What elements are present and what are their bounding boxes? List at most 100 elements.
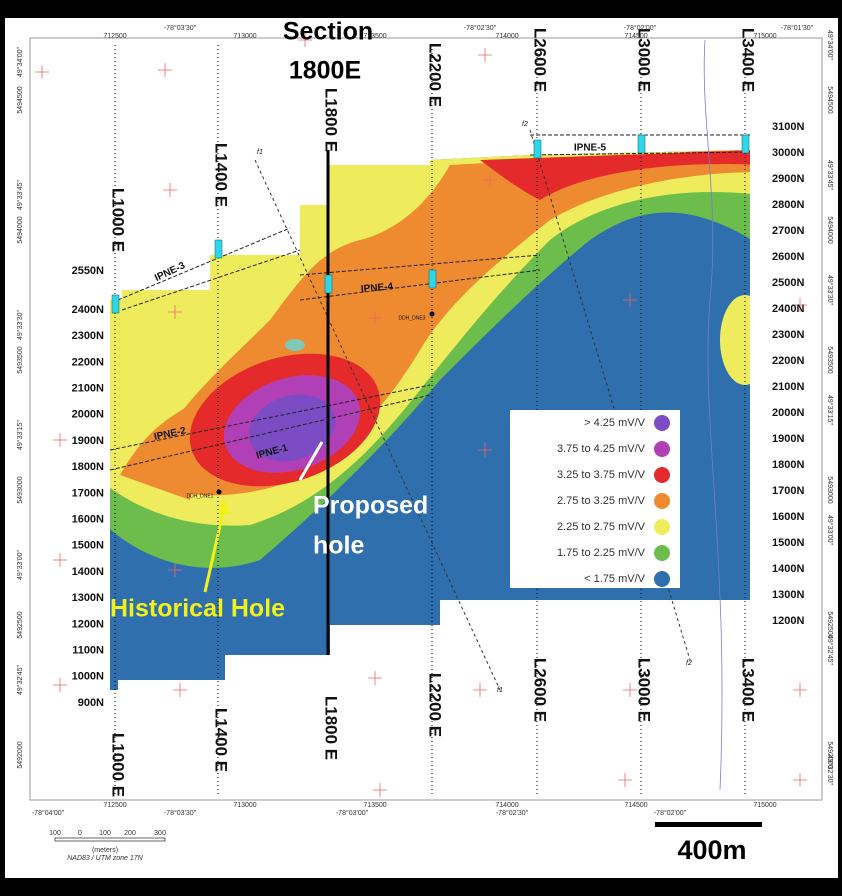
northing-right: 2200N	[772, 355, 804, 367]
title: 1800E	[289, 57, 361, 85]
ip-marker	[111, 294, 120, 314]
band-patch	[720, 295, 750, 385]
ip-marker	[637, 134, 646, 154]
latitude: 5494500	[17, 86, 24, 113]
grid-cross	[623, 683, 637, 697]
legend-swatch	[654, 545, 670, 561]
grid-cross	[793, 298, 807, 312]
creek	[703, 39, 723, 791]
anomaly-line	[299, 254, 541, 301]
northing-left: 2550N	[72, 265, 104, 277]
northing-right: 1700N	[772, 485, 804, 497]
fault-label: f2	[686, 660, 692, 667]
northing-right: 1300N	[772, 589, 804, 601]
latitude: 49°34'00"	[826, 30, 834, 60]
latitude: 49°33'00"	[826, 515, 834, 545]
legend-label: 2.75 to 3.25 mV/V	[557, 495, 646, 507]
scale-label: 400m	[677, 835, 746, 865]
latitude: 49°34'00"	[16, 46, 24, 76]
longitude: -78°03'00"	[336, 809, 369, 817]
latitude: 5493500	[17, 346, 24, 373]
hole-label: DDH_DNE1	[187, 493, 214, 499]
scale-tick: 0	[78, 830, 82, 837]
band-patch	[285, 339, 305, 351]
northing-left: 900N	[78, 697, 104, 709]
northing-left: 1800N	[72, 461, 104, 473]
labels: L1000 E L1000 E L1400 E L1400 E L1800 E L1800…	[16, 18, 834, 866]
anomaly-line	[109, 384, 431, 471]
anomaly-label: IPNE-5	[574, 143, 607, 154]
scale-tick: 100	[99, 830, 111, 837]
grid-cross	[53, 553, 67, 567]
latitude: 5494000	[17, 216, 24, 243]
longitude: -78°02'00"	[624, 24, 657, 32]
northing-left: 1700N	[72, 487, 104, 499]
latitude: 49°33'45"	[16, 179, 24, 209]
grid-cross	[35, 65, 49, 79]
grid-cross	[483, 173, 497, 187]
legend-box	[510, 410, 680, 588]
grid-cross	[618, 773, 632, 787]
longitude: -78°03'30"	[164, 24, 197, 32]
ip-marker	[214, 239, 223, 259]
grid-cross	[368, 311, 382, 325]
line-label-top: L1000 E	[109, 188, 128, 252]
latitude: 5494500	[826, 86, 833, 113]
northing-right: 3100N	[772, 121, 804, 133]
longitude: -78°01'30"	[781, 24, 814, 32]
fault-line	[529, 129, 691, 661]
latitude: 49°33'15"	[16, 419, 24, 449]
latitude: 5493000	[826, 476, 833, 503]
easting: 713000	[233, 33, 256, 40]
latitude: 5492500	[826, 611, 833, 638]
longitude: -78°02'30"	[496, 809, 529, 817]
hole-collar	[216, 489, 222, 495]
scale-unit: (meters)	[92, 847, 118, 854]
northing-left: 2100N	[72, 383, 104, 395]
band-4-25	[249, 394, 335, 462]
easting: 715000	[753, 802, 776, 809]
northing-right: 1600N	[772, 511, 804, 523]
latitude: 49°32'45"	[826, 635, 834, 665]
legend-label: > 4.25 mV/V	[584, 417, 646, 429]
easting: 712500	[103, 802, 126, 809]
grid-cross	[368, 671, 382, 685]
grid-cross	[173, 683, 187, 697]
northing-left: 2200N	[72, 356, 104, 368]
title: Section	[283, 18, 373, 46]
latitude: 49°33'00"	[16, 549, 24, 579]
fault-label: f1	[497, 687, 503, 694]
line-label-top: L3400 E	[739, 28, 758, 92]
scale-bar-400m	[655, 822, 762, 827]
grid-cross	[298, 33, 312, 47]
ip-marker	[741, 134, 750, 154]
grid-cross	[163, 183, 177, 197]
grid-cross	[373, 783, 387, 797]
grid-cross	[623, 293, 637, 307]
annotation-proposed: hole	[313, 532, 364, 560]
historical-pointer	[203, 507, 226, 593]
northing-right: 1800N	[772, 459, 804, 471]
longitude: -78°02'30"	[464, 24, 497, 32]
northing-right: 1200N	[772, 615, 804, 627]
annotation-proposed: Proposed	[313, 492, 428, 520]
legend-label: < 1.75 mV/V	[584, 573, 646, 585]
legend-label: 2.25 to 2.75 mV/V	[557, 521, 646, 533]
ip-marker	[533, 139, 542, 159]
band-2-75-b	[120, 400, 200, 500]
northing-right: 2600N	[772, 251, 804, 263]
northing-left: 1400N	[72, 566, 104, 578]
line-label-bottom: L2600 E	[531, 658, 550, 722]
latitude: 5493500	[826, 346, 833, 373]
legend-swatch	[654, 493, 670, 509]
northing-left: 1000N	[72, 671, 104, 683]
northing-left: 2400N	[72, 304, 104, 316]
easting: 712500	[103, 33, 126, 40]
grid-cross	[158, 63, 172, 77]
longitude: -78°04'00"	[32, 809, 65, 817]
line-label-bottom: L2200 E	[426, 673, 445, 737]
easting: 714000	[495, 802, 518, 809]
latitude: 49°33'30"	[826, 275, 834, 305]
anomaly-label: IPNE-4	[360, 281, 394, 295]
